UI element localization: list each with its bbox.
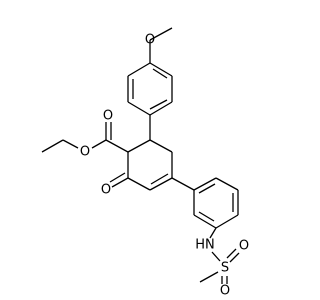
- atom-label: O: [145, 33, 155, 48]
- atom-label: O: [220, 284, 230, 299]
- atom-label: O: [239, 239, 249, 254]
- atom-label: O: [101, 183, 111, 198]
- atom-labels: O O O O HN S O O: [80, 33, 249, 299]
- molecule: O O O O HN S O O: [41, 27, 249, 299]
- atom-label: O: [103, 109, 113, 124]
- bonds: [41, 27, 240, 284]
- atom-label: O: [80, 145, 90, 160]
- atom-label: HN: [195, 238, 215, 253]
- atom-label: S: [221, 261, 229, 276]
